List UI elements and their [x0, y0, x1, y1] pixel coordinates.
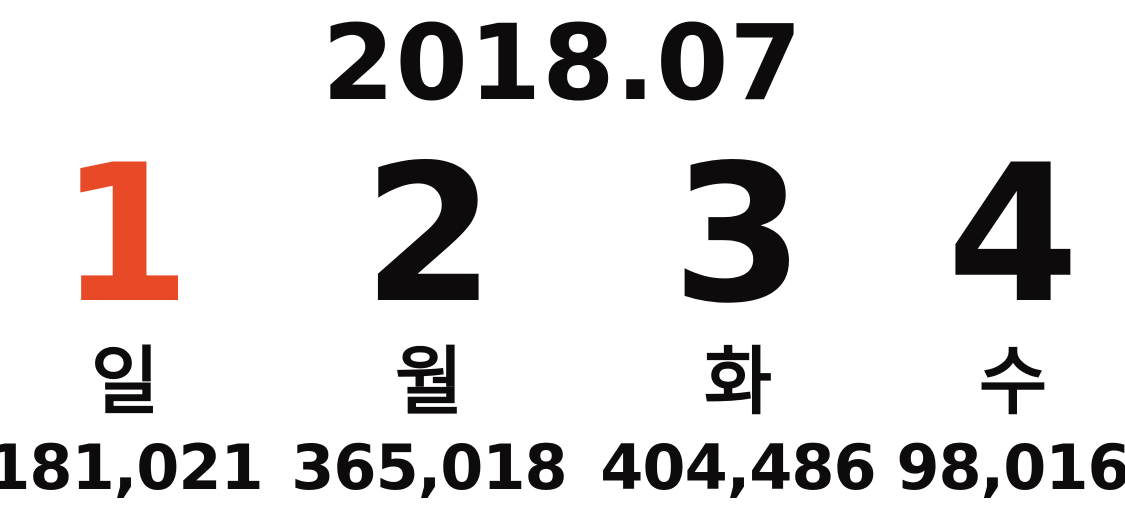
day-count: 365,018	[291, 431, 567, 504]
day-number: 2	[362, 124, 496, 345]
day-number: 4	[946, 124, 1080, 345]
day-weekday: 일	[90, 339, 160, 425]
day-weekday: 화	[703, 339, 773, 425]
day-count: 98,016	[896, 431, 1125, 504]
day-column-3: 3 화 404,486	[598, 124, 878, 504]
day-column-4: 4 수 98,016	[873, 124, 1125, 504]
day-weekday: 수	[978, 339, 1048, 425]
day-column-2: 2 월 365,018	[289, 124, 569, 504]
day-number: 1	[58, 124, 192, 345]
day-columns: 1 일 181,021 2 월 365,018 3 화 404,486 4 수 …	[0, 124, 1125, 506]
day-weekday: 월	[394, 339, 464, 425]
day-column-1: 1 일 181,021	[0, 124, 265, 504]
day-number: 3	[671, 124, 805, 345]
month-title: 2018.07	[322, 2, 803, 124]
day-count: 404,486	[600, 431, 876, 504]
day-count: 181,021	[0, 431, 264, 504]
